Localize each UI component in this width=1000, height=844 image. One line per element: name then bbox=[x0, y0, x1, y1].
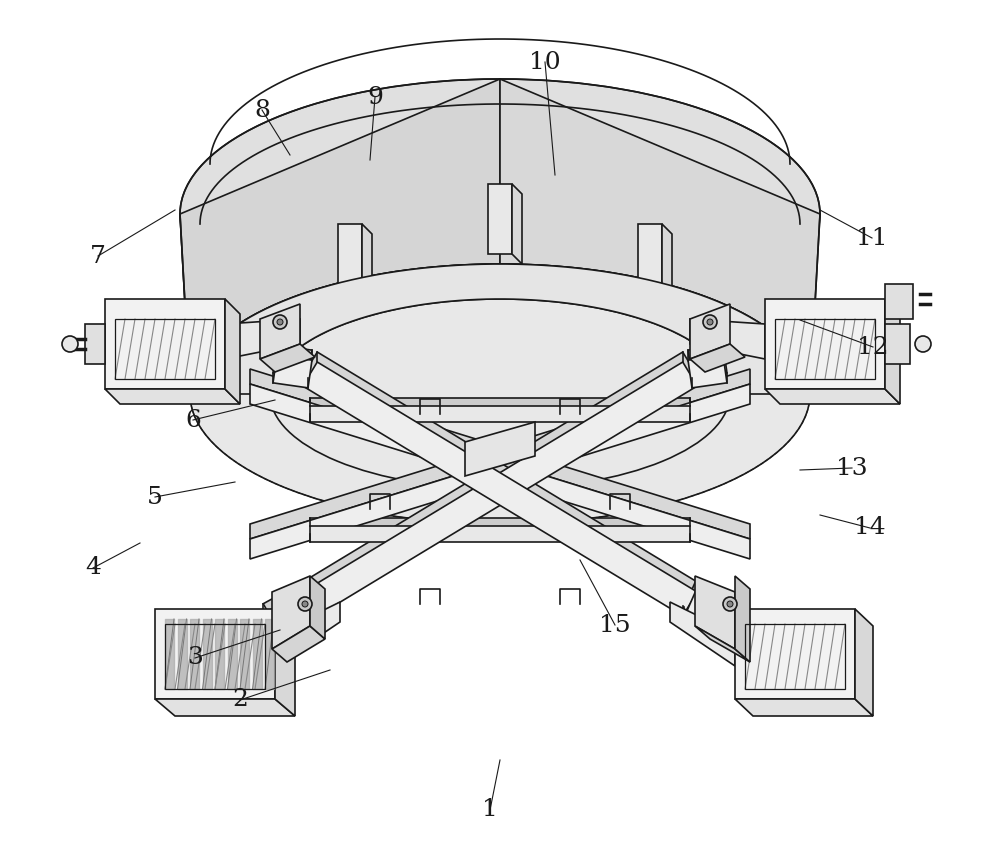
Circle shape bbox=[915, 336, 931, 352]
Polygon shape bbox=[512, 184, 522, 264]
Polygon shape bbox=[885, 299, 900, 404]
Circle shape bbox=[707, 319, 713, 325]
Circle shape bbox=[723, 597, 737, 611]
Circle shape bbox=[302, 601, 308, 607]
Circle shape bbox=[727, 601, 733, 607]
Polygon shape bbox=[684, 582, 746, 629]
Text: 10: 10 bbox=[529, 51, 561, 73]
Polygon shape bbox=[662, 224, 672, 304]
Polygon shape bbox=[272, 576, 310, 649]
Ellipse shape bbox=[180, 79, 820, 349]
Polygon shape bbox=[688, 345, 727, 378]
Polygon shape bbox=[263, 582, 317, 628]
Bar bbox=[745, 624, 845, 689]
Polygon shape bbox=[273, 355, 312, 388]
Polygon shape bbox=[273, 345, 312, 378]
Polygon shape bbox=[735, 699, 873, 716]
Polygon shape bbox=[105, 389, 240, 404]
Polygon shape bbox=[362, 224, 372, 304]
Polygon shape bbox=[310, 398, 690, 414]
Polygon shape bbox=[310, 518, 690, 534]
Polygon shape bbox=[225, 299, 240, 404]
Text: 9: 9 bbox=[367, 85, 383, 109]
Polygon shape bbox=[303, 362, 697, 616]
Polygon shape bbox=[855, 609, 873, 716]
Polygon shape bbox=[310, 406, 690, 422]
Polygon shape bbox=[735, 609, 855, 699]
Circle shape bbox=[703, 315, 717, 329]
Text: 11: 11 bbox=[856, 226, 888, 250]
Polygon shape bbox=[690, 304, 730, 359]
Polygon shape bbox=[250, 384, 750, 559]
Polygon shape bbox=[263, 592, 317, 638]
Polygon shape bbox=[303, 362, 697, 616]
Polygon shape bbox=[695, 626, 750, 662]
Polygon shape bbox=[465, 422, 535, 476]
Polygon shape bbox=[690, 319, 765, 359]
Polygon shape bbox=[303, 352, 697, 606]
Polygon shape bbox=[488, 184, 512, 254]
Polygon shape bbox=[765, 389, 900, 404]
Polygon shape bbox=[500, 79, 820, 394]
Polygon shape bbox=[765, 299, 885, 389]
Circle shape bbox=[273, 315, 287, 329]
Text: 6: 6 bbox=[185, 408, 201, 431]
Text: 2: 2 bbox=[232, 689, 248, 711]
Polygon shape bbox=[190, 264, 810, 394]
Polygon shape bbox=[85, 324, 105, 364]
Polygon shape bbox=[885, 284, 913, 319]
Text: 15: 15 bbox=[599, 614, 631, 636]
Polygon shape bbox=[885, 324, 910, 364]
Polygon shape bbox=[225, 319, 300, 359]
Circle shape bbox=[62, 336, 78, 352]
Ellipse shape bbox=[190, 264, 810, 524]
Polygon shape bbox=[250, 369, 750, 539]
Polygon shape bbox=[688, 355, 727, 388]
Text: 5: 5 bbox=[147, 485, 163, 508]
Polygon shape bbox=[275, 602, 340, 666]
Circle shape bbox=[277, 319, 283, 325]
Polygon shape bbox=[310, 576, 325, 639]
Polygon shape bbox=[275, 609, 295, 716]
Polygon shape bbox=[260, 304, 300, 359]
Polygon shape bbox=[638, 224, 662, 294]
Polygon shape bbox=[303, 352, 697, 606]
Polygon shape bbox=[310, 526, 690, 542]
Polygon shape bbox=[260, 344, 315, 372]
Polygon shape bbox=[695, 576, 735, 649]
Circle shape bbox=[298, 597, 312, 611]
Text: 13: 13 bbox=[836, 457, 868, 479]
Polygon shape bbox=[180, 79, 500, 394]
Polygon shape bbox=[670, 602, 735, 666]
Text: 3: 3 bbox=[187, 647, 203, 669]
Text: 8: 8 bbox=[254, 99, 270, 122]
Polygon shape bbox=[105, 299, 225, 389]
Bar bbox=[165, 624, 265, 689]
Polygon shape bbox=[250, 369, 750, 539]
Polygon shape bbox=[735, 576, 750, 662]
Polygon shape bbox=[690, 344, 745, 372]
Text: 14: 14 bbox=[854, 517, 886, 539]
Polygon shape bbox=[155, 699, 295, 716]
Text: 1: 1 bbox=[482, 798, 498, 821]
Polygon shape bbox=[684, 591, 746, 639]
Text: 7: 7 bbox=[90, 245, 106, 268]
Text: 12: 12 bbox=[857, 336, 889, 359]
Polygon shape bbox=[250, 384, 750, 559]
Polygon shape bbox=[272, 626, 325, 662]
Polygon shape bbox=[155, 609, 275, 699]
Polygon shape bbox=[338, 224, 362, 294]
Bar bbox=[775, 319, 875, 379]
Text: 4: 4 bbox=[85, 556, 101, 580]
Polygon shape bbox=[180, 214, 190, 394]
Bar bbox=[115, 319, 215, 379]
